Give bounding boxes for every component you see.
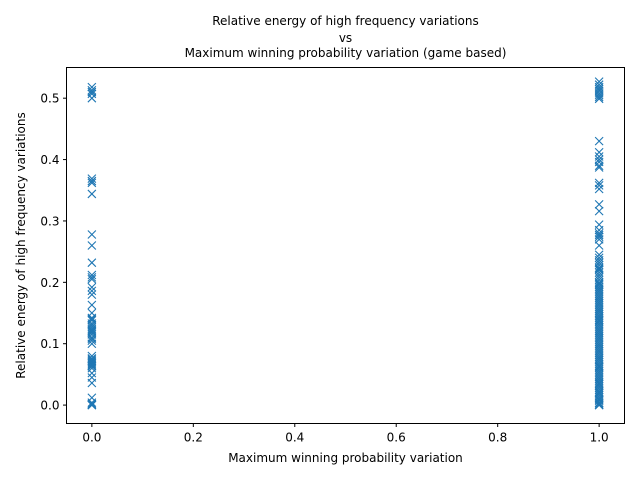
data-point [87,189,97,199]
data-point [594,398,604,408]
x-tick-label: 0.8 [488,431,507,445]
data-point [594,241,604,250]
y-tick-label: 0.0 [40,399,59,413]
chart-title-line-1: Relative energy of high frequency variat… [212,14,479,28]
data-point [87,399,97,409]
data-point [594,136,604,146]
data-point [594,180,604,190]
data-point [87,241,97,250]
data-point [87,373,97,382]
data-point [87,327,97,336]
data-point [87,336,97,346]
data-point [594,86,604,96]
x-axis-label: Maximum winning probability variation [228,451,463,465]
data-point [87,270,97,280]
data-point [87,230,97,239]
plot-area [87,77,604,410]
data-point [594,279,604,288]
data-point [594,161,604,171]
data-point [594,155,604,164]
x-tick-label: 0.4 [285,431,304,445]
chart-title-line-2: vs [339,31,352,45]
data-point [87,357,97,367]
y-tick-label: 0.4 [40,153,59,167]
data-point [87,368,97,378]
data-point [594,264,604,274]
y-axis-ticks: 0.0 0.1 0.2 0.3 0.4 0.5 [40,92,67,413]
data-point [87,328,97,338]
chart-title-line-3: Maximum winning probability variation (g… [185,46,507,60]
x-tick-label: 0.6 [387,431,406,445]
data-point [594,315,604,325]
x-tick-label: 1.0 [590,431,609,445]
x-axis-ticks: 0.0 0.2 0.4 0.6 0.8 1.0 [82,423,609,445]
data-point [594,206,604,216]
data-point [87,93,97,103]
data-point [594,163,604,172]
data-point [594,94,604,104]
data-point [594,232,604,242]
data-point [87,178,97,188]
y-tick-label: 0.2 [40,276,59,290]
data-point [87,274,97,284]
data-point [594,184,604,194]
y-tick-label: 0.1 [40,337,59,351]
x-tick-label: 0.0 [82,431,101,445]
data-point [87,361,97,371]
data-point [594,82,604,92]
y-tick-label: 0.3 [40,214,59,228]
x-tick-label: 0.2 [184,431,203,445]
data-point [594,84,604,94]
data-point [594,90,604,100]
data-point [594,92,604,102]
data-point [87,87,97,97]
data-point [594,230,604,240]
data-point [87,330,97,339]
data-point [594,388,604,398]
data-point [594,311,604,321]
data-point [87,314,97,324]
data-point [87,325,97,335]
data-point [87,258,97,268]
data-point [594,277,604,287]
data-point [87,85,97,95]
data-point [87,400,97,410]
data-point [594,395,604,405]
data-point [87,176,97,186]
data-point [87,355,97,365]
y-axis-label: Relative energy of high frequency variat… [14,112,28,379]
data-point [594,379,604,388]
data-point [87,174,97,183]
data-point [594,178,604,188]
data-point [87,290,97,299]
data-point [87,89,97,99]
data-point [87,286,97,296]
data-point [594,234,604,244]
data-point [594,80,604,90]
data-point [87,300,97,310]
data-point [87,273,97,282]
data-point [594,199,604,209]
data-point [594,362,604,372]
data-point [594,147,604,157]
plot-frame [66,67,625,424]
data-point [87,334,97,344]
data-point [87,398,97,408]
data-point [87,282,97,292]
data-point [594,228,604,238]
y-tick-label: 0.5 [40,92,59,106]
